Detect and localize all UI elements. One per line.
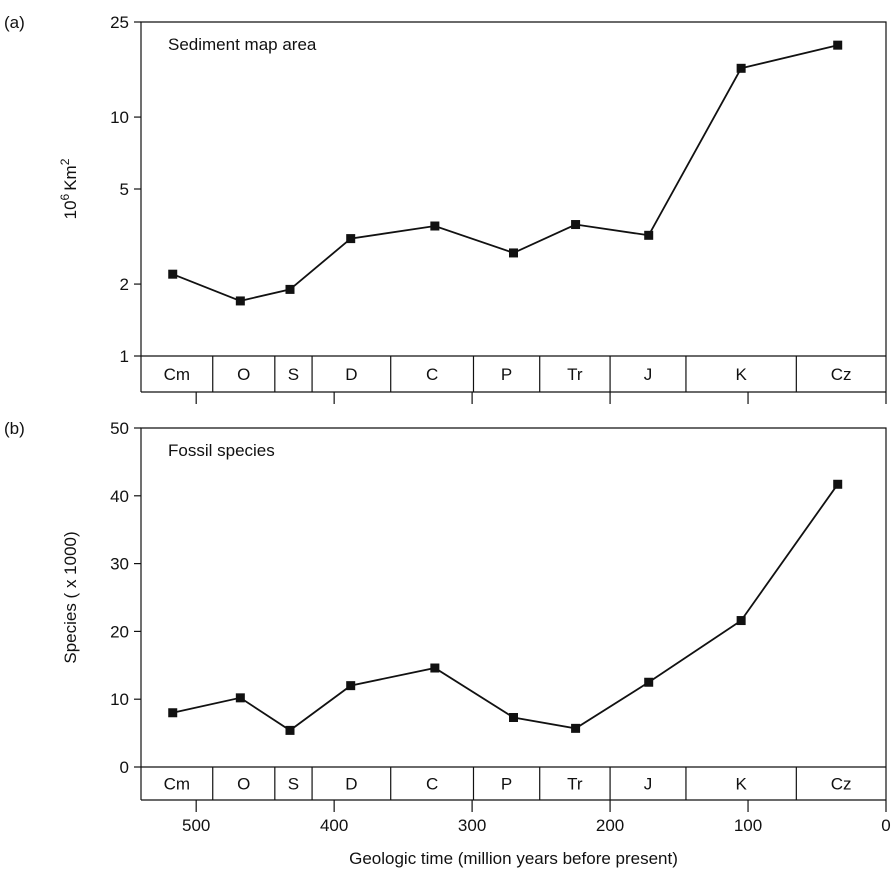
chart-title: Sediment map area	[168, 35, 317, 54]
plot-frame	[140, 21, 887, 356]
y-axis-label-base: 10	[61, 200, 80, 219]
data-point	[285, 284, 295, 294]
period-label-p: P	[501, 365, 512, 384]
data-point	[285, 725, 295, 735]
x-axis-label: Geologic time (million years before pres…	[349, 849, 678, 868]
data-point	[736, 616, 746, 626]
period-label-cm: Cm	[164, 365, 190, 384]
data-point	[346, 234, 356, 244]
period-label-p: P	[501, 775, 512, 794]
y-tick-label: 40	[110, 487, 129, 506]
data-point	[833, 479, 843, 489]
y-tick-label: 50	[110, 419, 129, 438]
period-label-d: D	[345, 365, 357, 384]
y-tick-label: 1	[120, 347, 129, 366]
y-tick-label: 0	[120, 758, 129, 777]
y-tick-label: 10	[110, 108, 129, 127]
period-label-c: C	[426, 365, 438, 384]
data-point	[736, 63, 746, 73]
panel-label: (a)	[4, 13, 25, 32]
plot-frame	[140, 427, 887, 767]
y-axis-label: Species ( x 1000)	[61, 531, 80, 663]
period-label-o: O	[237, 365, 250, 384]
y-axis-label-exp: 6	[58, 193, 72, 200]
period-label-o: O	[237, 775, 250, 794]
data-point	[430, 663, 440, 673]
data-point	[430, 221, 440, 231]
y-tick-label: 5	[120, 180, 129, 199]
x-tick-label: 300	[458, 816, 486, 835]
data-point	[235, 296, 245, 306]
data-point	[235, 693, 245, 703]
period-label-d: D	[345, 775, 357, 794]
x-tick-label: 100	[734, 816, 762, 835]
period-label-s: S	[288, 775, 299, 794]
x-tick-label: 500	[182, 816, 210, 835]
data-point	[509, 713, 518, 723]
period-label-c: C	[426, 775, 438, 794]
y-tick-label: 20	[110, 622, 129, 641]
period-label-j: J	[644, 365, 653, 384]
x-tick-label: 400	[320, 816, 348, 835]
y-axis-label: 106 Km2	[58, 158, 80, 219]
chart-title: Fossil species	[168, 441, 275, 460]
period-label-cz: Cz	[831, 365, 852, 384]
data-point	[644, 677, 654, 687]
data-point	[168, 708, 178, 718]
period-label-k: K	[735, 775, 747, 794]
period-label-j: J	[644, 775, 653, 794]
y-axis-label-unit-exp: 2	[58, 158, 72, 165]
y-tick-label: 30	[110, 555, 129, 574]
period-label-k: K	[735, 365, 747, 384]
y-tick-label: 10	[110, 690, 129, 709]
data-point	[168, 269, 178, 279]
x-tick-label: 0	[881, 816, 890, 835]
data-point	[571, 220, 581, 230]
period-label-tr: Tr	[567, 365, 583, 384]
period-label-cz: Cz	[831, 775, 852, 794]
data-point	[509, 248, 518, 258]
panel-label: (b)	[4, 419, 25, 438]
series-line	[172, 483, 839, 732]
series-line	[172, 44, 838, 302]
data-point	[644, 230, 654, 240]
period-label-tr: Tr	[567, 775, 583, 794]
panel-b: (b) 0 10 20 30 40 50 Cm O S D C P Tr J K Cz Fossil specie…	[4, 419, 891, 868]
y-tick-label: 2	[120, 275, 129, 294]
data-point	[571, 723, 581, 733]
period-label-s: S	[288, 365, 299, 384]
data-point	[833, 40, 843, 50]
y-axis-label-unit: Km	[61, 165, 80, 191]
y-tick-label: 25	[110, 13, 129, 32]
x-tick-label: 200	[596, 816, 624, 835]
period-label-cm: Cm	[164, 775, 190, 794]
data-point	[346, 681, 356, 691]
